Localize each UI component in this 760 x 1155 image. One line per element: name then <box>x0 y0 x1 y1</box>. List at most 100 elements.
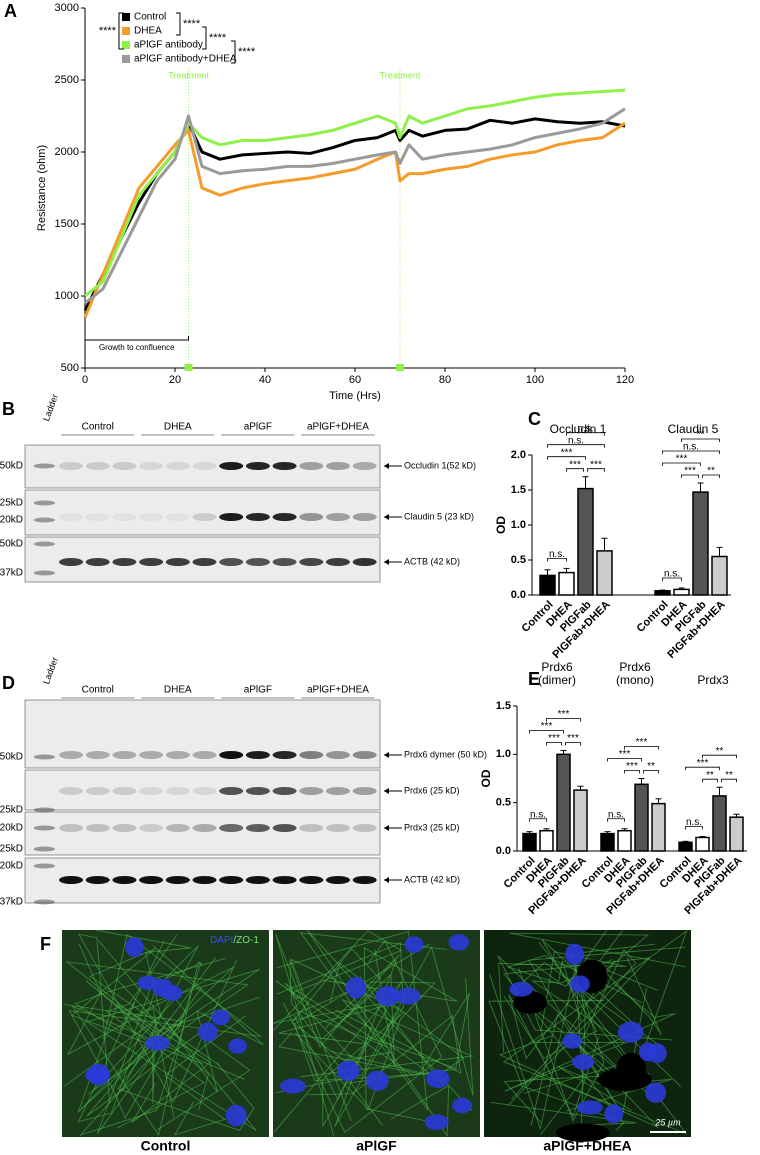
blot-band <box>139 558 164 566</box>
bar <box>600 832 615 852</box>
panel-label: B <box>2 399 15 419</box>
blot-band <box>325 787 350 795</box>
blot-band <box>112 513 137 521</box>
blot-band <box>112 558 137 566</box>
blot-band <box>59 876 84 884</box>
cell-border <box>498 951 627 1053</box>
y-tick-label: 1.5 <box>511 484 526 496</box>
cell-border <box>283 940 443 1134</box>
sig-bracket <box>547 444 605 448</box>
legend-label: aPlGF antibody <box>134 40 203 51</box>
cell-border <box>508 930 623 1118</box>
blot-band <box>245 876 270 884</box>
protein-label: Prdx3 (25 kD) <box>404 822 460 832</box>
x-tick-label: 100 <box>526 374 544 386</box>
sig-bracket <box>662 577 682 581</box>
blot-band <box>139 787 164 795</box>
sig-label: n.s. <box>686 817 702 828</box>
nucleus <box>577 1100 603 1115</box>
bar <box>673 588 690 596</box>
sig-bracket <box>607 818 625 822</box>
nucleus <box>125 937 144 958</box>
y-tick-label: 2.0 <box>511 449 526 461</box>
sig-label: ** <box>725 770 733 781</box>
bar <box>678 841 693 852</box>
y-tick-label: 1500 <box>55 218 79 230</box>
blot-band <box>245 824 270 832</box>
cell-border <box>116 978 260 1104</box>
sig-label: *** <box>676 454 688 465</box>
blot-band <box>59 751 84 759</box>
legend-label: DHEA <box>134 26 162 37</box>
nucleus <box>404 936 424 953</box>
sig-bracket <box>566 432 605 436</box>
blot-band <box>299 513 324 521</box>
treatment-marker <box>184 364 193 371</box>
cell-border <box>70 948 220 1066</box>
x-axis-label: Time (Hrs) <box>329 390 381 402</box>
nucleus <box>448 934 470 951</box>
bar <box>522 832 537 852</box>
y-tick-label: 0.0 <box>511 589 526 601</box>
sig-bracket <box>546 742 562 746</box>
cell-border <box>293 1015 458 1101</box>
sig-bracket <box>566 468 584 472</box>
cell-gap <box>597 1068 652 1092</box>
blot-band <box>219 787 244 795</box>
nucleus <box>647 1043 667 1064</box>
group-label: DHEA <box>164 422 192 433</box>
cell-gap <box>513 991 547 1014</box>
blot-band <box>165 751 190 759</box>
blot-band <box>59 787 84 795</box>
blot-band <box>299 787 324 795</box>
blot-band <box>352 751 377 759</box>
cell-border <box>275 934 400 1137</box>
y-tick-label: 0.5 <box>511 554 526 566</box>
blot-band <box>165 558 190 566</box>
blot-band <box>299 876 324 884</box>
blot-band <box>272 876 297 884</box>
blot-band <box>352 876 377 884</box>
blot-band <box>299 462 324 470</box>
marker-label: 20kD <box>0 823 23 834</box>
caption: aPlGF <box>356 1138 397 1154</box>
blot-band <box>192 876 217 884</box>
cell-border <box>78 933 237 1103</box>
blot-band <box>219 462 244 470</box>
bar <box>558 571 575 596</box>
blot-band <box>245 558 270 566</box>
y-tick-label: 3000 <box>55 2 79 14</box>
blot-band <box>85 751 110 759</box>
marker-label: 37kD <box>0 568 23 579</box>
blot-panel <box>24 699 381 769</box>
blot-band <box>272 751 297 759</box>
cell-border <box>71 961 245 1137</box>
y-axis-label: OD <box>494 516 508 534</box>
nucleus <box>87 1063 110 1086</box>
sig-label: n.s. <box>577 423 593 434</box>
ladder-band <box>33 463 56 469</box>
blot-band <box>352 824 377 832</box>
cell-border <box>293 943 436 1082</box>
blot-band <box>112 751 137 759</box>
y-tick-label: 0.0 <box>496 845 511 857</box>
blot-band <box>352 558 377 566</box>
sig-bracket <box>546 718 581 722</box>
sig-label: **** <box>183 18 201 30</box>
sig-bracket <box>685 826 703 830</box>
cell-border <box>294 981 436 1111</box>
blot-band <box>245 751 270 759</box>
sig-bracket <box>662 450 720 454</box>
blot-band <box>325 751 350 759</box>
blot-band <box>192 558 217 566</box>
blot-band <box>85 462 110 470</box>
cell-gap <box>556 1123 610 1142</box>
group-title: Prdx6 <box>619 660 651 674</box>
blot-panel <box>24 489 381 536</box>
ladder-label: Ladder <box>41 656 60 686</box>
cell-border <box>109 966 235 1119</box>
ladder-band <box>33 754 56 760</box>
nucleus <box>617 1021 644 1043</box>
blot-band <box>59 462 84 470</box>
blot-panel <box>24 444 381 489</box>
